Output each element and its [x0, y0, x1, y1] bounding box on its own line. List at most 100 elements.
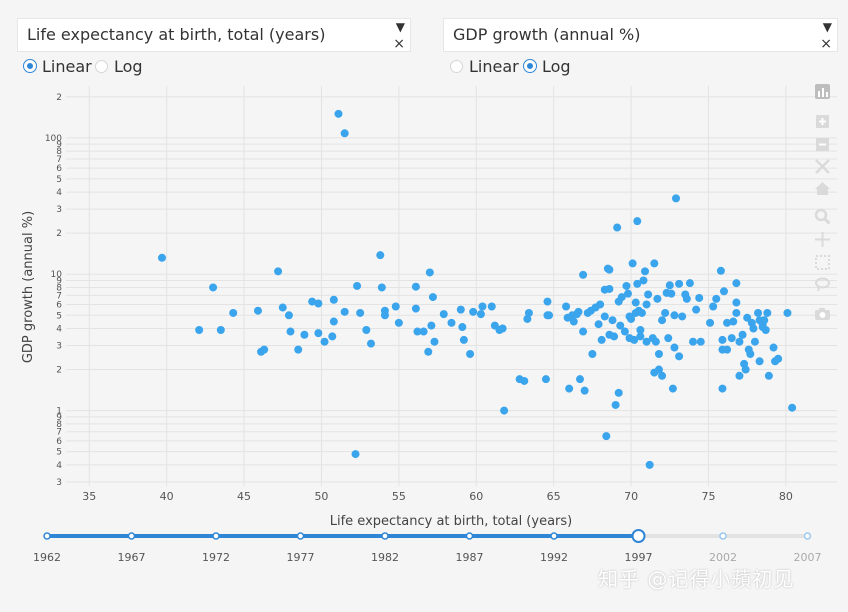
data-point[interactable]	[774, 354, 783, 363]
data-point[interactable]	[675, 352, 684, 361]
radio-selected-icon[interactable]	[524, 60, 536, 72]
data-point[interactable]	[682, 294, 691, 303]
data-point[interactable]	[353, 281, 362, 290]
data-point[interactable]	[565, 384, 574, 393]
slider-label[interactable]: 2007	[794, 551, 822, 564]
data-point[interactable]	[696, 337, 705, 346]
data-point[interactable]	[411, 304, 420, 313]
data-point[interactable]	[639, 276, 648, 285]
data-point[interactable]	[157, 253, 166, 262]
slider-mark[interactable]	[127, 532, 136, 540]
data-point[interactable]	[274, 267, 283, 276]
data-point[interactable]	[761, 325, 770, 334]
data-point[interactable]	[562, 302, 571, 311]
data-point[interactable]	[755, 357, 764, 366]
data-point[interactable]	[588, 350, 597, 359]
data-points[interactable]	[157, 109, 797, 469]
data-point[interactable]	[340, 307, 349, 316]
data-point[interactable]	[743, 313, 752, 322]
data-point[interactable]	[706, 318, 715, 327]
data-point[interactable]	[636, 325, 645, 334]
data-point[interactable]	[769, 343, 778, 352]
data-point[interactable]	[750, 337, 759, 346]
y-scale-linear-radio[interactable]: Linear	[450, 54, 519, 78]
slider-label[interactable]: 1972	[202, 551, 230, 564]
data-point[interactable]	[596, 300, 605, 309]
data-point[interactable]	[616, 321, 625, 330]
data-point[interactable]	[602, 432, 611, 441]
lasso-select-icon[interactable]	[814, 276, 831, 293]
data-point[interactable]	[645, 460, 654, 469]
data-point[interactable]	[329, 317, 338, 326]
zoom-in-box-icon[interactable]	[814, 113, 831, 130]
data-point[interactable]	[636, 332, 645, 341]
data-point[interactable]	[611, 400, 620, 409]
data-point[interactable]	[641, 267, 650, 276]
data-point[interactable]	[260, 345, 269, 354]
data-point[interactable]	[498, 324, 507, 333]
slider-mark[interactable]	[550, 532, 558, 540]
data-point[interactable]	[689, 337, 698, 346]
data-point[interactable]	[685, 279, 694, 288]
data-point[interactable]	[456, 305, 465, 314]
data-point[interactable]	[732, 279, 741, 288]
data-point[interactable]	[614, 388, 623, 397]
slider-mark[interactable]	[803, 532, 812, 540]
data-point[interactable]	[763, 308, 772, 317]
slider-mark[interactable]	[465, 532, 474, 540]
data-point[interactable]	[719, 287, 728, 296]
data-point[interactable]	[569, 317, 578, 326]
data-point[interactable]	[328, 332, 337, 341]
data-point[interactable]	[729, 317, 738, 326]
data-point[interactable]	[413, 327, 422, 336]
slider-mark[interactable]	[296, 532, 305, 540]
data-point[interactable]	[580, 386, 589, 395]
data-point[interactable]	[735, 371, 744, 380]
data-point[interactable]	[631, 298, 640, 307]
data-point[interactable]	[718, 335, 727, 344]
data-point[interactable]	[541, 375, 550, 384]
zoom-out-box-icon[interactable]	[814, 136, 831, 153]
data-point[interactable]	[723, 345, 732, 354]
data-point[interactable]	[716, 266, 725, 275]
data-point[interactable]	[411, 282, 420, 291]
radio-unselected-icon[interactable]	[450, 59, 463, 73]
data-point[interactable]	[644, 290, 653, 299]
data-point[interactable]	[628, 259, 637, 268]
data-point[interactable]	[723, 318, 732, 327]
data-point[interactable]	[630, 335, 639, 344]
data-point[interactable]	[671, 194, 680, 203]
data-point[interactable]	[675, 279, 684, 288]
data-point[interactable]	[620, 327, 629, 336]
data-point[interactable]	[376, 251, 385, 260]
data-point[interactable]	[637, 308, 646, 317]
data-point[interactable]	[524, 308, 533, 317]
slider-mark[interactable]	[43, 532, 51, 540]
clear-icon[interactable]: ×	[393, 36, 405, 52]
data-point[interactable]	[458, 323, 467, 332]
slider-label[interactable]: 1977	[287, 551, 315, 564]
data-point[interactable]	[294, 345, 303, 354]
box-select-icon[interactable]	[814, 254, 831, 271]
data-point[interactable]	[314, 299, 323, 308]
data-point[interactable]	[523, 314, 532, 323]
data-point[interactable]	[718, 384, 727, 393]
data-point[interactable]	[788, 403, 797, 412]
slider-mark[interactable]	[719, 532, 727, 540]
data-point[interactable]	[622, 281, 631, 290]
data-point[interactable]	[419, 327, 428, 336]
data-point[interactable]	[229, 308, 238, 317]
year-slider[interactable]: 1962 1967 1972 1977 1982 1987 1992 1997 2002 2007	[33, 529, 822, 564]
data-point[interactable]	[732, 298, 741, 307]
data-point[interactable]	[654, 365, 663, 374]
data-point[interactable]	[605, 284, 614, 293]
data-point[interactable]	[356, 308, 365, 317]
data-point[interactable]	[447, 318, 456, 327]
data-point[interactable]	[670, 311, 679, 320]
data-point[interactable]	[741, 365, 750, 374]
data-point[interactable]	[391, 302, 400, 311]
data-point[interactable]	[627, 314, 636, 323]
data-point[interactable]	[754, 308, 763, 317]
home-icon[interactable]	[814, 180, 831, 197]
